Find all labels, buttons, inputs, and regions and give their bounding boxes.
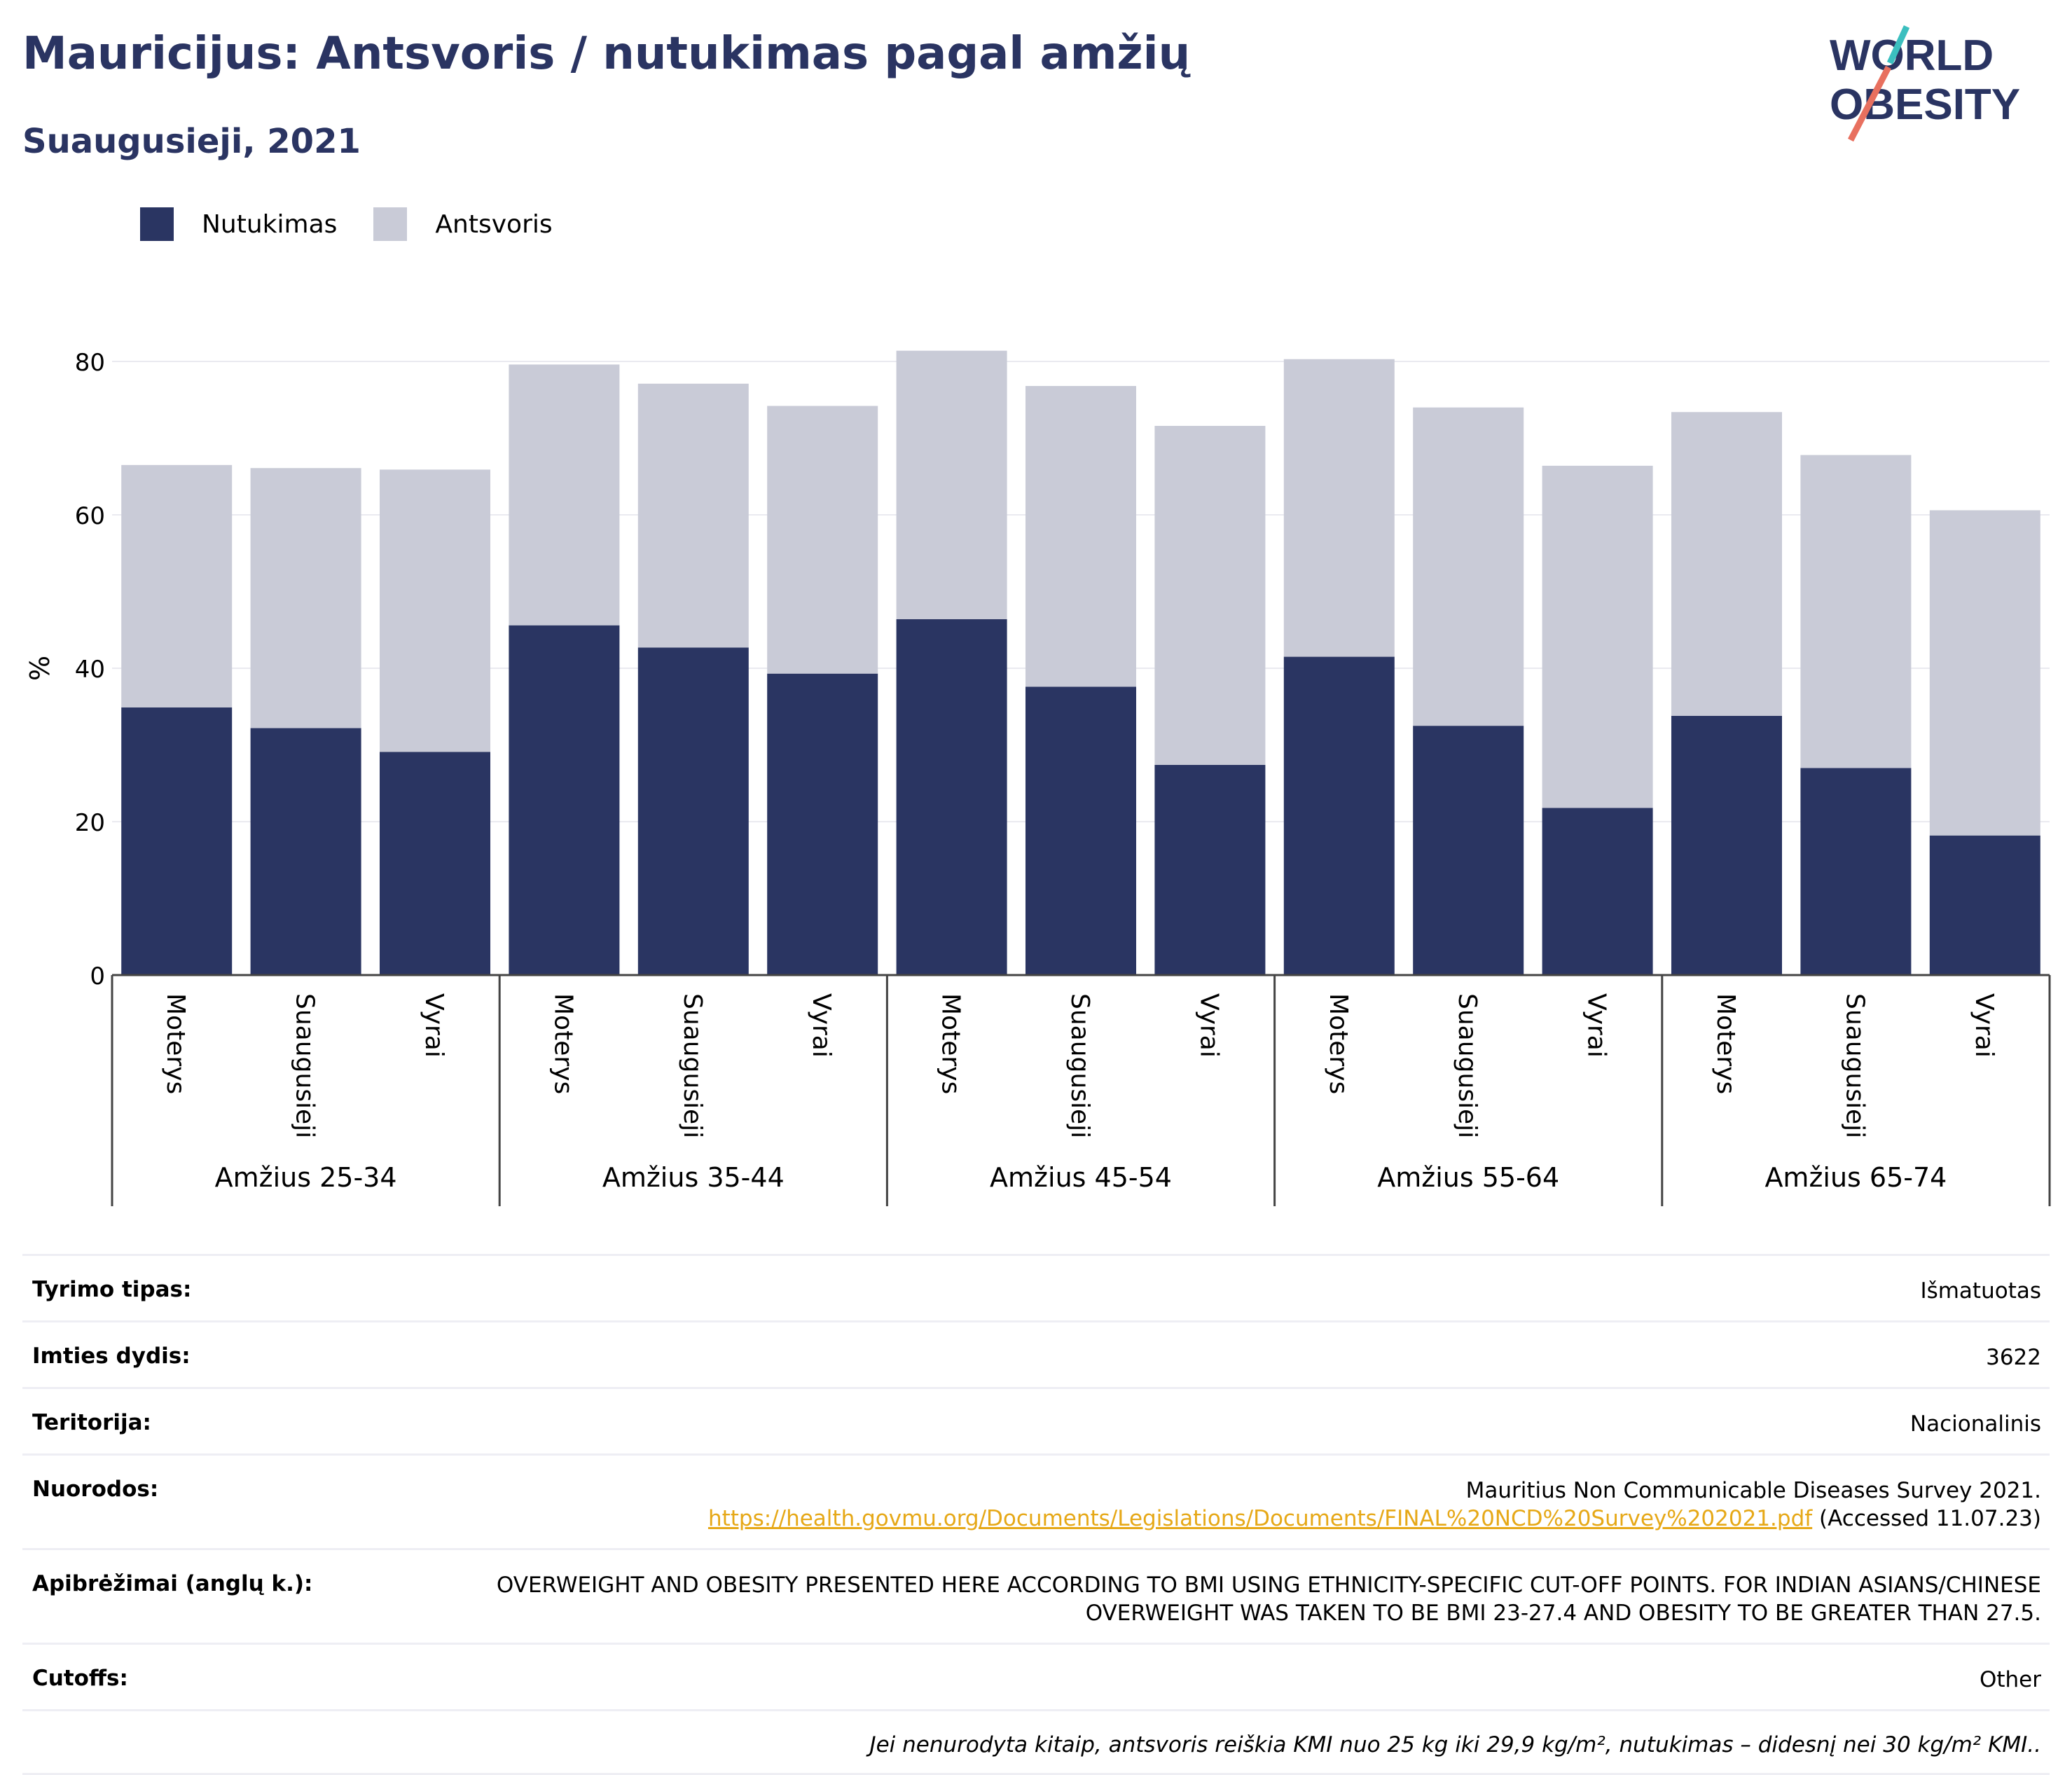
info-value: OVERWEIGHT AND OBESITY PRESENTED HERE AC…	[496, 1573, 2041, 1626]
legend-label-overweight: Antsvoris	[435, 209, 553, 239]
x-category-label: Moterys	[1711, 993, 1740, 1094]
bar-overweight	[121, 464, 233, 707]
info-row-cutoffs: Cutoffs: Other	[22, 1643, 2050, 1709]
info-row-references: Nuorodos: Mauritius Non Communicable Dis…	[22, 1453, 2050, 1548]
bar-overweight	[380, 469, 490, 752]
bar-obesity	[1413, 726, 1524, 975]
x-category-label: Suaugusieji	[1840, 993, 1869, 1138]
bar-obesity	[509, 625, 620, 975]
bar-overweight	[250, 468, 361, 728]
bar-obesity	[1929, 835, 2040, 975]
x-category-label: Vyrai	[420, 993, 448, 1058]
legend-label-obesity: Nutukimas	[202, 209, 338, 239]
y-tick-label: 60	[75, 502, 105, 530]
bar-obesity	[1154, 764, 1266, 975]
x-category-label: Moterys	[548, 993, 577, 1094]
reference-accessed: (Accessed 11.07.23)	[1819, 1506, 2041, 1531]
bar-obesity	[1025, 686, 1136, 975]
info-value: Nacionalinis	[1909, 1411, 2041, 1437]
reference-text: Mauritius Non Communicable Diseases Surv…	[1465, 1478, 2041, 1503]
bar-overweight	[896, 350, 1007, 619]
info-row-footnote: Jei nenurodyta kitaip, antsvoris reiškia…	[22, 1709, 2050, 1775]
bar-overweight	[509, 364, 620, 626]
bar-obesity	[767, 673, 878, 975]
info-key: Teritorija:	[32, 1410, 151, 1435]
bar-obesity	[637, 647, 749, 975]
bar-overweight	[1542, 465, 1653, 808]
x-category-label: Moterys	[161, 993, 190, 1094]
bar-overweight	[1154, 425, 1266, 765]
bar-obesity	[1542, 808, 1653, 975]
bar-obesity	[1671, 715, 1782, 975]
x-category-label: Suaugusieji	[1065, 993, 1094, 1138]
bar-obesity	[896, 619, 1007, 975]
x-group-label: Amžius 65-74	[1764, 1162, 1947, 1193]
x-group-label: Amžius 35-44	[602, 1162, 785, 1193]
reference-link[interactable]: https://health.govmu.org/Documents/Legis…	[707, 1506, 1813, 1531]
stacked-bar-chart: 0 20 40 60 80% Moterys Suaugusieji Vyrai Moterys…	[25, 349, 2051, 1206]
y-tick-label: 40	[75, 656, 105, 684]
chart-subtitle: Suaugusieji, 2021	[22, 122, 361, 161]
y-axis-label: %	[25, 656, 55, 681]
info-key: Tyrimo tipas:	[32, 1277, 192, 1302]
bar-overweight	[637, 383, 749, 648]
info-value: Išmatuotas	[1920, 1278, 2041, 1304]
bar-obesity	[250, 728, 361, 975]
x-category-label: Moterys	[1324, 993, 1353, 1094]
legend-item-obesity: Nutukimas	[140, 207, 337, 241]
info-key: Cutoffs:	[32, 1666, 128, 1691]
bar-overweight	[1283, 359, 1395, 657]
x-category-label: Suaugusieji	[291, 993, 319, 1138]
info-key: Imties dydis:	[32, 1344, 191, 1369]
bar-obesity	[1283, 656, 1395, 975]
x-group-label: Amžius 25-34	[215, 1162, 397, 1193]
bar-overweight	[1929, 510, 2040, 836]
info-value: 3622	[1986, 1345, 2041, 1370]
x-category-label: Suaugusieji	[678, 993, 707, 1138]
y-tick-label: 80	[75, 349, 105, 377]
info-key: Apibrėžimai (anglų k.):	[32, 1571, 313, 1596]
bar-overweight	[1671, 412, 1782, 716]
bar-overweight	[1413, 407, 1524, 726]
x-category-label: Vyrai	[807, 993, 836, 1058]
info-row-survey-type: Tyrimo tipas: Išmatuotas	[22, 1254, 2050, 1320]
info-row-territory: Teritorija: Nacionalinis	[22, 1387, 2050, 1453]
x-category-label: Vyrai	[1970, 993, 1998, 1058]
svg-text:WORLD: WORLD	[1830, 32, 1994, 80]
info-row-definitions: Apibrėžimai (anglų k.): OVERWEIGHT AND O…	[22, 1548, 2050, 1643]
chart-legend: Nutukimas Antsvoris	[140, 207, 589, 241]
x-category-label: Moterys	[937, 993, 965, 1094]
bar-obesity	[121, 707, 233, 975]
y-tick-label: 20	[75, 809, 105, 837]
info-key: Nuorodos:	[32, 1477, 159, 1502]
y-tick-label: 0	[90, 962, 105, 990]
chart-title: Mauricijus: Antsvoris / nutukimas pagal …	[22, 28, 1191, 80]
bar-obesity	[1800, 768, 1912, 975]
info-value: Mauritius Non Communicable Diseases Surv…	[708, 1477, 2041, 1533]
bar-overweight	[1800, 455, 1912, 768]
legend-item-overweight: Antsvoris	[373, 207, 553, 241]
survey-info-table: Tyrimo tipas: Išmatuotas Imties dydis: 3…	[22, 1254, 2050, 1775]
legend-swatch-overweight	[373, 207, 408, 241]
x-category-label: Suaugusieji	[1453, 993, 1482, 1138]
footnote: Jei nenurodyta kitaip, antsvoris reiškia…	[869, 1732, 2041, 1757]
bar-obesity	[380, 752, 490, 975]
x-group-label: Amžius 45-54	[990, 1162, 1172, 1193]
legend-swatch-obesity	[140, 207, 174, 241]
info-value: Other	[1979, 1667, 2041, 1692]
x-category-label: Vyrai	[1194, 993, 1223, 1058]
x-group-label: Amžius 55-64	[1377, 1162, 1559, 1193]
bar-overweight	[767, 406, 878, 674]
info-row-sample-size: Imties dydis: 3622	[22, 1320, 2050, 1387]
world-obesity-logo: WORLD OBESITY	[1830, 25, 2020, 142]
bar-overweight	[1025, 386, 1136, 687]
x-category-label: Vyrai	[1582, 993, 1611, 1058]
